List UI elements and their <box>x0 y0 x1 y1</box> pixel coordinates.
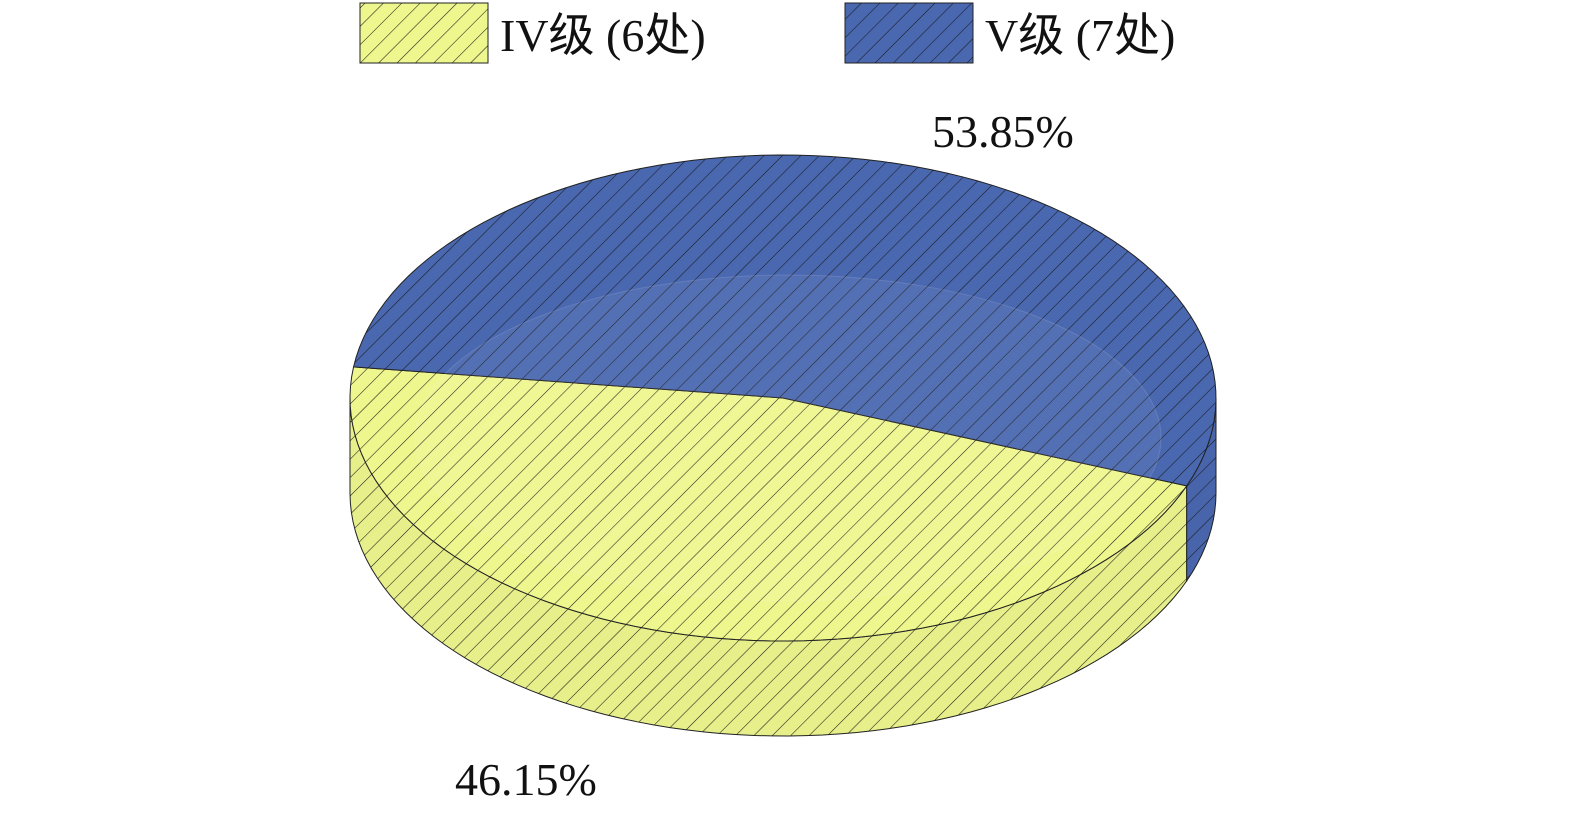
legend-item-1: IV级 (6处) <box>359 2 706 64</box>
pie-highlight <box>414 274 1162 602</box>
pie-slice-2 <box>352 154 1217 487</box>
data-label-2: 53.85% <box>932 106 1074 157</box>
legend-label-2: V级 (7处) <box>985 10 1175 61</box>
legend-item-2: V级 (7处) <box>844 2 1175 64</box>
data-label-1: 46.15% <box>455 754 597 805</box>
pie-slice-1 <box>349 366 1188 642</box>
legend-label-1: IV级 (6处) <box>500 10 706 61</box>
